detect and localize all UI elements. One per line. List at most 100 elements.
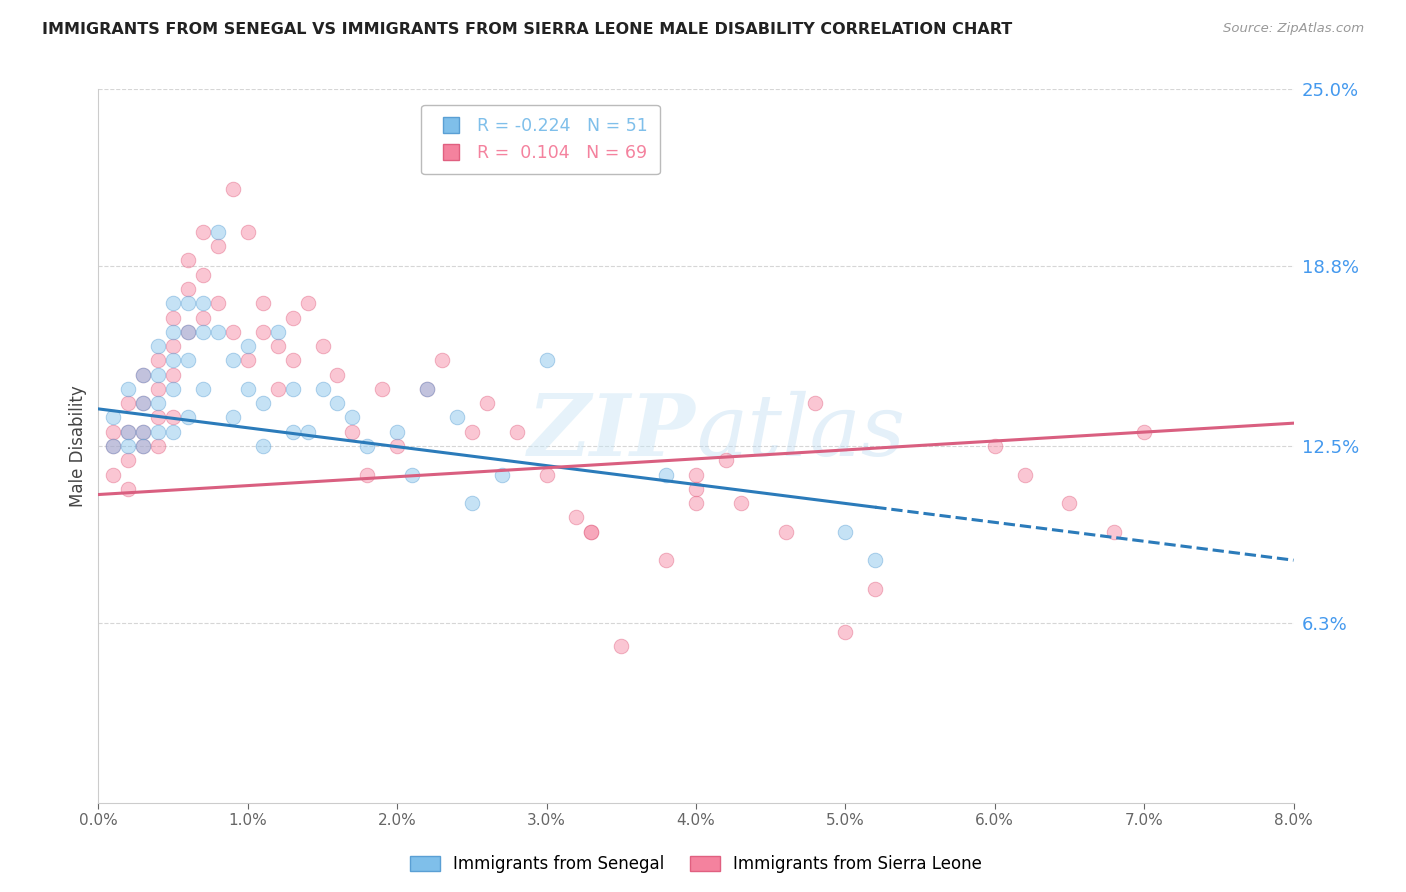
Point (132, 439, 155, 453)
Point (162, 310, 184, 325)
Point (222, 182, 245, 196)
Legend: Immigrants from Senegal, Immigrants from Sierra Leone: Immigrants from Senegal, Immigrants from… (404, 849, 988, 880)
Y-axis label: Male Disability: Male Disability (69, 385, 87, 507)
Point (191, 310, 214, 325)
Point (148, 382, 170, 396)
Point (103, 467, 125, 482)
Text: Source: ZipAtlas.com: Source: ZipAtlas.com (1223, 22, 1364, 36)
Text: IMMIGRANTS FROM SENEGAL VS IMMIGRANTS FROM SIERRA LEONE MALE DISABILITY CORRELAT: IMMIGRANTS FROM SENEGAL VS IMMIGRANTS FR… (42, 22, 1012, 37)
Point (297, 296, 319, 310)
Point (117, 396, 139, 410)
Point (162, 353, 184, 368)
Point (281, 382, 304, 396)
Point (475, 396, 498, 410)
Point (281, 353, 304, 368)
Point (148, 439, 170, 453)
Point (834, 524, 856, 539)
Point (804, 396, 827, 410)
Point (714, 453, 737, 467)
Point (491, 467, 513, 482)
Point (103, 410, 125, 425)
Point (297, 425, 319, 439)
Point (177, 325, 200, 339)
Point (267, 339, 290, 353)
Point (252, 396, 274, 410)
Point (162, 425, 184, 439)
Point (177, 296, 200, 310)
Point (655, 467, 678, 482)
Point (267, 382, 290, 396)
Point (162, 296, 184, 310)
Point (148, 396, 170, 410)
Point (191, 225, 214, 239)
Point (207, 296, 229, 310)
Point (148, 368, 170, 382)
Point (132, 439, 155, 453)
Point (222, 410, 245, 425)
Point (177, 325, 200, 339)
Point (207, 325, 229, 339)
Point (581, 524, 603, 539)
Text: atlas: atlas (696, 391, 905, 473)
Point (461, 496, 484, 510)
Point (1059, 496, 1081, 510)
Point (162, 339, 184, 353)
Point (252, 325, 274, 339)
Point (685, 467, 707, 482)
Point (132, 368, 155, 382)
Point (685, 482, 707, 496)
Point (132, 396, 155, 410)
Point (103, 425, 125, 439)
Point (236, 353, 259, 368)
Text: ZIP: ZIP (529, 390, 696, 474)
Point (191, 268, 214, 282)
Point (311, 339, 333, 353)
Point (865, 553, 887, 567)
Point (685, 496, 707, 510)
Point (117, 439, 139, 453)
Point (252, 439, 274, 453)
Point (865, 582, 887, 596)
Point (148, 339, 170, 353)
Point (730, 496, 752, 510)
Point (117, 453, 139, 467)
Point (132, 425, 155, 439)
Point (191, 325, 214, 339)
Point (162, 368, 184, 382)
Point (610, 639, 633, 653)
Point (385, 439, 409, 453)
Point (1133, 425, 1156, 439)
Point (103, 439, 125, 453)
Point (236, 339, 259, 353)
Point (177, 353, 200, 368)
Point (117, 482, 139, 496)
Point (1104, 524, 1126, 539)
Point (356, 439, 378, 453)
Point (416, 382, 439, 396)
Point (207, 239, 229, 253)
Point (311, 382, 333, 396)
Point (162, 382, 184, 396)
Point (446, 410, 468, 425)
Point (536, 353, 558, 368)
Point (342, 410, 364, 425)
Point (222, 325, 245, 339)
Point (117, 382, 139, 396)
Point (103, 439, 125, 453)
Point (326, 368, 349, 382)
Point (371, 382, 394, 396)
Point (148, 410, 170, 425)
Point (401, 467, 423, 482)
Point (326, 396, 349, 410)
Point (162, 325, 184, 339)
Point (117, 425, 139, 439)
Point (461, 425, 484, 439)
Point (177, 282, 200, 296)
Point (132, 368, 155, 382)
Point (834, 624, 856, 639)
Point (207, 225, 229, 239)
Point (565, 510, 588, 524)
Point (281, 310, 304, 325)
Point (655, 553, 678, 567)
Point (191, 382, 214, 396)
